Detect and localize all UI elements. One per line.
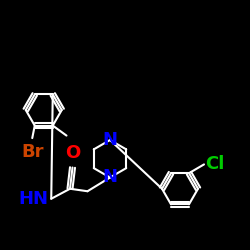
Text: N: N <box>102 168 118 186</box>
Text: Cl: Cl <box>205 156 225 174</box>
Text: HN: HN <box>18 190 48 208</box>
Text: N: N <box>102 131 118 149</box>
Text: Br: Br <box>21 143 44 161</box>
Text: O: O <box>65 144 80 162</box>
